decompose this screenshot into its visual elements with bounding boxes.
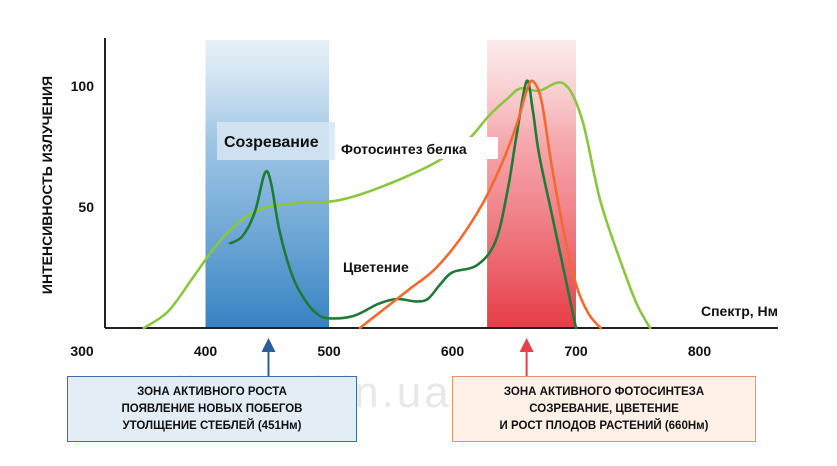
wavelength-markers — [261, 338, 534, 376]
blue-zone-line-3: УТОЛЩЕНИЕ СТЕБЛЕЙ (451Нм) — [122, 419, 302, 432]
y-tick-labels: 50 100 — [71, 78, 95, 215]
blue-zone-line-1: ЗОНА АКТИВНОГО РОСТА — [137, 385, 287, 398]
spectral-bands — [205, 40, 576, 329]
ripening-label: Созревание — [224, 134, 319, 151]
red-zone-line-1: ЗОНА АКТИВНОГО ФОТОСИНТЕЗА — [503, 385, 705, 398]
red-zone-line-3: И РОСТ ПЛОДОВ РАСТЕНИЙ (660Нм) — [499, 419, 709, 432]
y-tick-100: 100 — [71, 78, 95, 94]
protein-label-bg — [338, 137, 498, 159]
ripening-label-bg — [217, 122, 335, 160]
red-zone-info-box: ЗОНА АКТИВНОГО ФОТОСИНТЕЗА СОЗРЕВАНИЕ, Ц… — [452, 376, 756, 442]
blue-peak-arrow — [261, 338, 276, 376]
red-zone-line-2: СОЗРЕВАНИЕ, ЦВЕТЕНИЕ — [529, 402, 679, 415]
protein-label: Фотосинтез белка — [341, 141, 467, 157]
x-tick-300: 300 — [70, 343, 94, 359]
protein-synthesis-curve — [142, 81, 652, 330]
x-tick-700: 700 — [564, 343, 588, 359]
fruiting-curve — [358, 79, 602, 330]
x-tick-400: 400 — [194, 343, 218, 359]
blue-band — [205, 40, 329, 329]
blue-zone-line-2: ПОЯВЛЕНИЕ НОВЫХ ПОБЕГОВ — [121, 402, 303, 415]
series-lines — [142, 79, 652, 330]
y-tick-50: 50 — [78, 199, 94, 215]
x-tick-600: 600 — [441, 343, 465, 359]
y-axis-label: ИНТЕНСИВНОСТЬ ИЗЛУЧЕНИЯ — [39, 76, 55, 294]
blue-zone-info-box: ЗОНА АКТИВНОГО РОСТА ПОЯВЛЕНИЕ НОВЫХ ПОБ… — [67, 376, 357, 442]
x-axis-label: Спектр, Нм — [701, 303, 778, 319]
red-peak-arrow — [519, 338, 534, 376]
red-band — [487, 40, 576, 329]
x-tick-500: 500 — [317, 343, 341, 359]
flowering-label: Цветение — [343, 259, 409, 275]
x-tick-800: 800 — [688, 343, 712, 359]
x-tick-labels: 300 400 500 600 700 800 — [70, 343, 711, 359]
flowering-curve — [228, 79, 578, 330]
